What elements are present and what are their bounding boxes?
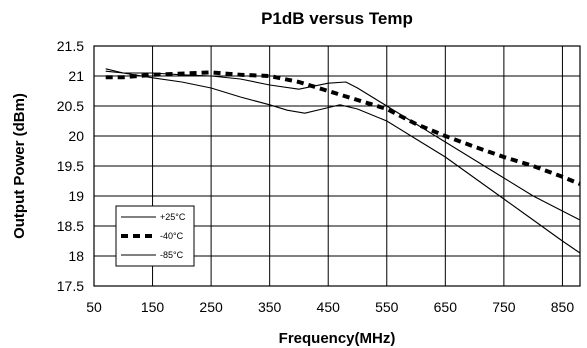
- x-tick-label: 550: [375, 299, 399, 315]
- y-tick-labels: 17.5 18 18.5 19 19.5 20 20.5 21 21.5: [57, 38, 84, 294]
- series-line-1: [105, 70, 581, 221]
- legend: +25°C -40°C -85°C: [115, 205, 195, 267]
- y-tick-label: 21.5: [57, 38, 84, 54]
- series-line-3: [105, 68, 581, 254]
- legend-box: [115, 205, 195, 267]
- x-tick-label: 350: [258, 299, 282, 315]
- x-tick-label: 750: [492, 299, 516, 315]
- y-axis-label: Output Power (dBm): [11, 93, 28, 239]
- y-tick-label: 19: [68, 188, 84, 204]
- y-tick-label: 20: [68, 128, 84, 144]
- series-lines: [105, 68, 581, 254]
- y-tick-label: 17.5: [57, 278, 84, 294]
- legend-label: -40°C: [160, 231, 184, 241]
- y-tick-label: 18.5: [57, 218, 84, 234]
- y-tick-label: 21: [68, 68, 84, 84]
- x-axis-label: Frequency(MHz): [279, 330, 396, 347]
- x-tick-label: 250: [199, 299, 223, 315]
- series-line-2: [105, 70, 581, 186]
- x-tick-label: 850: [551, 299, 575, 315]
- x-tick-labels: 50 150 250 350 450 550 650 750 850: [86, 299, 574, 315]
- y-tick-label: 19.5: [57, 158, 84, 174]
- legend-label: -85°C: [160, 250, 184, 260]
- x-tick-label: 450: [317, 299, 341, 315]
- chart-title: P1dB versus Temp: [261, 9, 413, 28]
- legend-label: +25°C: [160, 212, 186, 222]
- y-tick-label: 20.5: [57, 98, 84, 114]
- x-tick-label: 150: [141, 299, 165, 315]
- y-tick-label: 18: [68, 248, 84, 264]
- x-tick-label: 650: [434, 299, 458, 315]
- plot-area: [93, 45, 581, 287]
- x-tick-label: 50: [86, 299, 102, 315]
